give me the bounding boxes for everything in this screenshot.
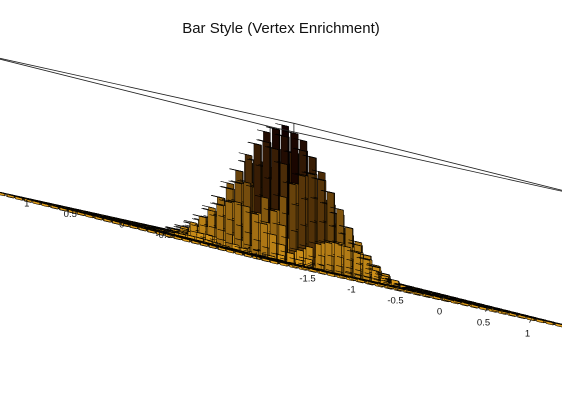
x-tick-mark [353,274,356,279]
tick-labels: -1.5-1-0.500.511.5-1.5-1-0.500.511.50.20… [24,199,532,340]
bar-mark [210,202,224,248]
bar-mark [245,211,259,257]
bar-mark [301,171,316,270]
y-tick-label: -1.5 [251,251,267,262]
bar-mark [337,244,352,279]
bar-mark [318,240,333,274]
x-tick-mark [397,285,400,290]
y-tick-label: 0 [119,220,124,231]
axes-edge [270,126,562,192]
x-tick-label: -0.5 [387,296,403,307]
x-tick-mark [485,307,488,312]
y-tick-label: -1 [211,241,219,252]
chart-title: Bar Style (Vertex Enrichment) [182,20,380,37]
y-tick-label: -0.5 [156,230,172,241]
x-tick-label: 0 [437,307,442,318]
bar-mark [347,250,361,281]
bar-mark [254,221,268,259]
axes-edge [0,58,271,128]
x-tick-label: 1 [525,329,530,340]
bar-group [0,123,562,328]
bar-mark [263,231,277,262]
axes-edge [293,122,562,191]
axes-edge [0,57,294,124]
axes-box-front [270,122,562,192]
bar-mark [292,173,306,268]
x-tick-mark [309,263,312,268]
y-tick-label: 1 [24,199,29,210]
bar-mark [328,241,342,276]
bar-mark [236,203,251,255]
x-tick-mark [529,318,532,323]
x-tick-label: 0.5 [477,318,490,329]
x-tick-label: -1 [347,285,355,296]
bar-mark [558,323,562,325]
bar-mark [282,181,297,266]
x-tick-mark [441,296,444,301]
y-tick-label: 0.5 [64,209,77,220]
x-tick-label: -1.5 [299,274,315,285]
